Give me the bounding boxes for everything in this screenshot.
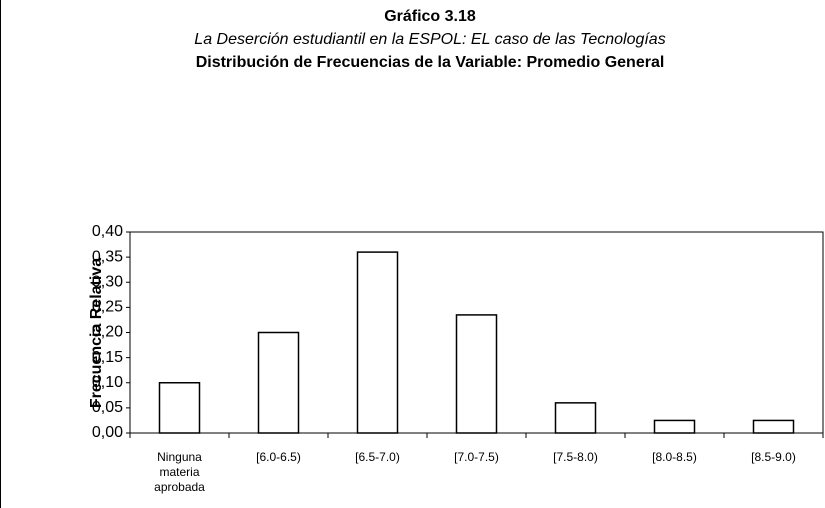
bar: [257, 331, 300, 434]
chart-subtitle: La Deserción estudiantil en la ESPOL: EL…: [194, 31, 665, 48]
y-tick-label: 0,40: [92, 223, 123, 240]
bar: [554, 402, 597, 434]
y-tick-label: 0,30: [92, 273, 123, 290]
bar: [158, 382, 201, 434]
y-tick-label: 0,25: [92, 299, 123, 316]
x-tick-label: [8.0-8.5): [652, 450, 697, 464]
bar: [752, 419, 795, 434]
x-tick-label: [6.0-6.5): [256, 450, 301, 464]
x-tick-label: [8.5-9.0): [751, 450, 796, 464]
x-tick-label: [6.5-7.0): [355, 450, 400, 464]
bar: [356, 251, 399, 434]
y-tick-label: 0,00: [92, 424, 123, 441]
bar: [455, 314, 498, 434]
y-tick-label: 0,35: [92, 248, 123, 265]
y-tick-label: 0,05: [92, 399, 123, 416]
x-tick-label: [7.0-7.5): [454, 450, 499, 464]
chart-subtitle: Distribución de Frecuencias de la Variab…: [196, 54, 665, 71]
chart-title: Gráfico 3.18: [384, 8, 476, 25]
y-tick-label: 0,20: [92, 324, 123, 341]
y-axis-label: Frecuencia Relativa: [88, 258, 105, 408]
y-tick-label: 0,15: [92, 349, 123, 366]
y-tick-label: 0,10: [92, 374, 123, 391]
bar: [653, 419, 696, 434]
x-tick-label: [7.5-8.0): [553, 450, 598, 464]
x-tick-label: Ninguna materia aprobada: [154, 450, 205, 494]
